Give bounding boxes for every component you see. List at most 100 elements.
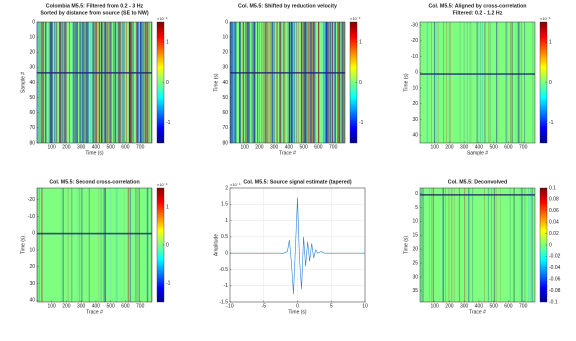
y-tick-label: 10 <box>29 247 35 253</box>
y-axis-label: Time (s) <box>403 73 409 91</box>
colorbar-tick-label: 0 <box>549 242 552 248</box>
y-tick-label: 15 <box>412 233 418 239</box>
colorbar-exponent: ×10⁻⁵ <box>350 16 361 21</box>
y-tick-label: 30 <box>222 65 228 71</box>
x-tick-label: 400 <box>92 303 101 309</box>
colorbar-tick-label: -0.06 <box>549 277 561 283</box>
y-tick-label: 0 <box>415 191 418 197</box>
colorbar-tick-label: 0 <box>166 80 169 86</box>
y-tick-label: -0.5 <box>219 267 228 273</box>
panel-subtitle: Sorted by distance from source (SE to NW… <box>40 10 149 16</box>
colorbar-tick-label: 1 <box>359 39 362 45</box>
texture-band <box>37 232 152 235</box>
y-tick-label: 30 <box>29 281 35 287</box>
axis-exponent: ×10⁻⁶ <box>230 182 241 187</box>
y-axis-label: Time (s) <box>213 73 219 91</box>
x-tick-label: 100 <box>47 144 56 150</box>
y-tick-label: 25 <box>412 260 418 266</box>
panel-title: Colombia M5.5: Filtered from 0.2 - 3 Hz <box>46 3 144 9</box>
colorbar-tick-label: 0.02 <box>549 231 559 237</box>
y-axis-label: Amplitude <box>213 234 219 256</box>
x-tick-label: 700 <box>329 144 338 150</box>
x-tick-label: 100 <box>47 303 56 309</box>
colorbar-tick-label: 0 <box>166 242 169 248</box>
x-tick-label: 300 <box>77 303 86 309</box>
y-tick-label: -10 <box>28 214 35 220</box>
x-tick-label: 10 <box>362 303 368 309</box>
y-tick-label: 30 <box>29 65 35 71</box>
panel-title: Col. M5.5: Deconvolved <box>448 179 507 185</box>
y-tick-label: 30 <box>412 274 418 280</box>
x-tick-label: -5 <box>262 303 267 309</box>
x-tick-label: 600 <box>504 144 513 150</box>
y-tick-label: 60 <box>29 110 35 116</box>
y-tick-label: 50 <box>29 95 35 101</box>
x-tick-label: 700 <box>519 144 528 150</box>
y-tick-label: 35 <box>412 288 418 294</box>
y-tick-label: 0 <box>32 19 35 25</box>
x-tick-label: 500 <box>489 144 498 150</box>
x-tick-label: 400 <box>475 144 484 150</box>
y-tick-label: 0.5 <box>221 234 228 240</box>
y-tick-label: 40 <box>222 80 228 86</box>
x-tick-label: 600 <box>314 144 323 150</box>
texture-band <box>420 194 535 196</box>
x-axis-label: Trace # <box>279 150 296 156</box>
y-tick-label: 10 <box>412 219 418 225</box>
y-axis-label: Time (s) <box>20 236 26 254</box>
axes-frame <box>419 187 536 303</box>
colorbar-tick-label: 1 <box>166 39 169 45</box>
colorbar-tick-label: 0.04 <box>549 220 559 226</box>
x-tick-label: 200 <box>255 144 264 150</box>
x-tick-label: 5 <box>330 303 333 309</box>
y-tick-label: 30 <box>412 117 418 123</box>
axes-frame <box>419 21 536 144</box>
x-tick-label: 200 <box>445 144 454 150</box>
y-tick-label: -20 <box>28 197 35 203</box>
panel-subtitle: Filtered: 0.2 - 1.2 Hz <box>453 10 503 16</box>
y-tick-label: 0 <box>225 19 228 25</box>
y-tick-label: 20 <box>29 50 35 56</box>
texture-band <box>37 72 152 74</box>
y-tick-label: 0 <box>415 70 418 76</box>
x-tick-label: 600 <box>504 303 513 309</box>
y-tick-label: 50 <box>222 95 228 101</box>
colorbar-tick-label: 0 <box>359 80 362 86</box>
colorbar-tick-label: 1 <box>549 39 552 45</box>
y-tick-label: 20 <box>412 246 418 252</box>
x-tick-label: 200 <box>445 303 454 309</box>
y-tick-label: 20 <box>29 264 35 270</box>
x-tick-label: 200 <box>62 303 71 309</box>
x-tick-label: 200 <box>62 144 71 150</box>
y-axis-label: Sample # <box>20 72 26 93</box>
y-tick-label: 40 <box>29 298 35 304</box>
x-tick-label: 700 <box>136 144 145 150</box>
x-tick-label: 700 <box>136 303 145 309</box>
colorbar-exponent: ×10⁻⁵ <box>157 182 168 187</box>
signal-line <box>230 197 365 294</box>
panel-title: Col. M5.5: Shifted by reduction velocity <box>238 3 337 9</box>
x-tick-label: 500 <box>489 303 498 309</box>
x-axis-label: Sample # <box>467 150 488 156</box>
colorbar-exponent: ×10⁻⁵ <box>540 16 551 21</box>
y-tick-label: 40 <box>412 132 418 138</box>
y-tick-label: 10 <box>29 34 35 40</box>
colorbar-exponent: ×10⁻⁵ <box>157 16 168 21</box>
y-tick-label: 20 <box>412 101 418 107</box>
axes-frame <box>36 187 153 303</box>
colorbar-tick-label: -0.08 <box>549 288 561 294</box>
x-axis-label: Time (s) <box>85 150 103 156</box>
x-tick-label: 100 <box>240 144 249 150</box>
y-tick-label: 10 <box>222 34 228 40</box>
y-tick-label: 0 <box>225 250 228 256</box>
x-tick-label: 100 <box>430 144 439 150</box>
y-tick-label: 80 <box>222 140 228 146</box>
x-tick-label: 100 <box>430 303 439 309</box>
colorbar-tick-label: 1 <box>166 204 169 210</box>
colorbar-tick-label: 0.06 <box>549 208 559 214</box>
x-tick-label: 300 <box>77 144 86 150</box>
colorbar-tick-label: 0 <box>549 80 552 86</box>
y-tick-label: 10 <box>412 85 418 91</box>
x-tick-label: 600 <box>121 144 130 150</box>
